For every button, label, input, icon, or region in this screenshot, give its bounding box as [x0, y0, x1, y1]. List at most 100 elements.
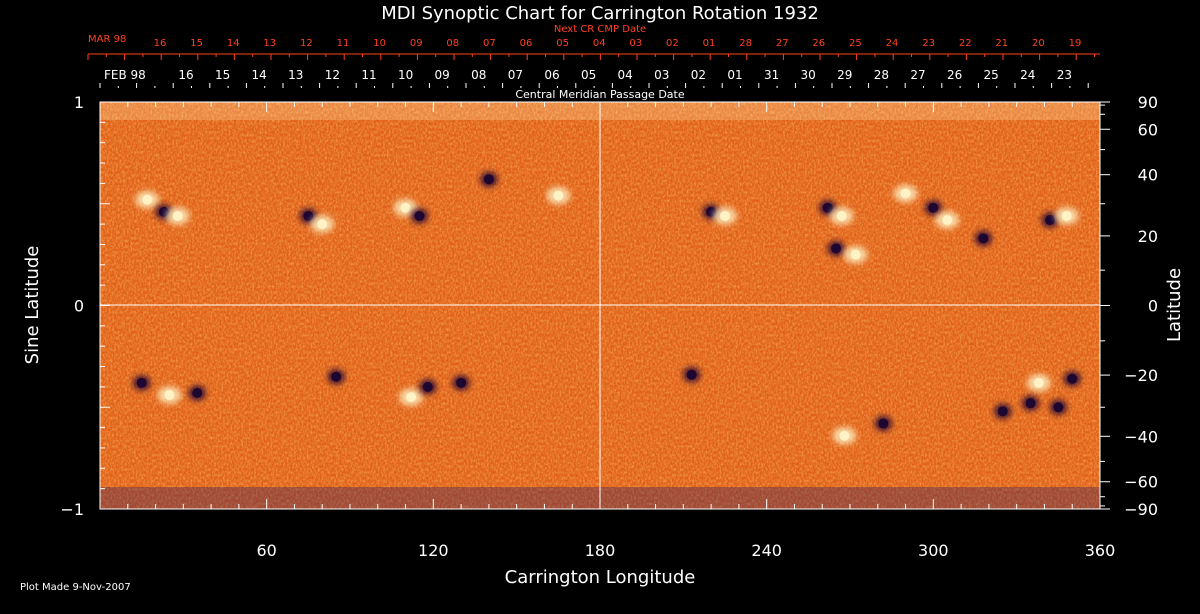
negative-flux-core — [978, 233, 989, 244]
x-axis-label: Carrington Longitude — [505, 567, 696, 588]
next-cr-date-label: 22 — [959, 38, 972, 49]
x-tick-label: 120 — [418, 541, 449, 560]
next-cr-date-label: 09 — [410, 38, 423, 49]
x-tick-label: 360 — [1085, 541, 1116, 560]
negative-flux-core — [136, 377, 147, 388]
x-tick-label: 60 — [256, 541, 276, 560]
cmp-date-label: 29 — [837, 68, 852, 82]
next-cr-date-label: 02 — [666, 38, 679, 49]
negative-flux-core — [997, 406, 1008, 417]
cmp-date-label: 30 — [801, 68, 816, 82]
next-cr-date-label: 19 — [1069, 38, 1082, 49]
cmp-date-label: 16 — [178, 68, 193, 82]
next-cr-date-label: 15 — [190, 38, 203, 49]
next-cr-date-label: 11 — [337, 38, 350, 49]
positive-flux-core — [406, 392, 417, 403]
negative-flux-core — [822, 202, 833, 213]
cmp-date-label: 12 — [325, 68, 340, 82]
y-right-tick-label: −90 — [1124, 500, 1158, 519]
y-right-tick-label: 60 — [1138, 120, 1158, 139]
negative-flux-core — [1045, 215, 1055, 226]
negative-flux-core — [686, 369, 697, 380]
cmp-date-label: 08 — [471, 68, 486, 82]
y-axis-label-left: Sine Latitude — [22, 246, 43, 365]
y-right-tick-label: −60 — [1124, 473, 1158, 492]
positive-flux-core — [317, 219, 328, 230]
negative-flux-core — [483, 174, 494, 185]
cmp-date-label: 15 — [215, 68, 230, 82]
cmp-date-label: 24 — [1020, 68, 1035, 82]
next-cr-date-label: 16 — [154, 38, 167, 49]
positive-flux-core — [164, 390, 175, 401]
next-cr-label: Next CR CMP Date — [554, 24, 646, 35]
next-cr-date-label: 10 — [373, 38, 386, 49]
next-cr-date-label: 21 — [995, 38, 1008, 49]
y-right-tick-label: 20 — [1138, 227, 1158, 246]
next-cr-date-label: 25 — [849, 38, 862, 49]
next-cr-date-label: 06 — [520, 38, 533, 49]
cmp-date-label: 06 — [544, 68, 559, 82]
cmp-date-label: 14 — [252, 68, 267, 82]
cmp-ticks — [99, 83, 1089, 88]
y-right-axis-ticks: 90 60 40 20 0 −20 −40 −60 −90 — [1100, 93, 1158, 519]
y-axis-label-right: Latitude — [1164, 268, 1185, 342]
x-tick-label: 180 — [585, 541, 616, 560]
next-cr-date-label: 01 — [703, 38, 716, 49]
y-right-tick-label: −40 — [1124, 427, 1158, 446]
negative-flux-core — [303, 210, 314, 221]
negative-flux-core — [422, 381, 433, 392]
cmp-date-label: 05 — [581, 68, 596, 82]
next-cr-date-label: 13 — [263, 38, 276, 49]
cmp-date-label: 25 — [984, 68, 999, 82]
next-cr-date-label: 20 — [1032, 38, 1045, 49]
positive-flux-core — [942, 215, 953, 226]
negative-flux-core — [878, 418, 889, 429]
negative-flux-core — [831, 243, 842, 254]
cmp-date-label: 10 — [398, 68, 413, 82]
negative-flux-core — [1067, 373, 1078, 384]
x-axis-ticks — [99, 102, 1101, 509]
next-cr-date-label: 12 — [300, 38, 313, 49]
next-cr-date-label: 04 — [593, 38, 606, 49]
next-cr-date-label: 24 — [886, 38, 899, 49]
cmp-date-label: 03 — [654, 68, 669, 82]
y-right-tick-label: −20 — [1124, 366, 1158, 385]
cmp-date-label: 11 — [361, 68, 376, 82]
positive-flux-core — [836, 210, 847, 221]
cmp-date-label: 02 — [691, 68, 706, 82]
y-left-tick-label: 0 — [74, 297, 84, 316]
negative-flux-core — [928, 202, 939, 213]
positive-flux-core — [1061, 210, 1072, 221]
positive-flux-core — [553, 190, 564, 201]
next-cr-date-label: 14 — [227, 38, 240, 49]
cmp-label: Central Meridian Passage Date — [515, 88, 684, 101]
positive-flux-core — [850, 249, 861, 260]
next-cr-date-label: 27 — [776, 38, 789, 49]
positive-flux-core — [720, 210, 730, 221]
plot-made-footer: Plot Made 9-Nov-2007 — [20, 582, 131, 593]
negative-flux-core — [414, 210, 425, 221]
next-cr-date-label: 26 — [812, 38, 825, 49]
next-cr-date-label: 23 — [922, 38, 935, 49]
x-tick-label: 300 — [918, 541, 949, 560]
next-cr-ticks — [87, 53, 1100, 60]
cmp-date-label: 04 — [618, 68, 633, 82]
x-tick-label: 240 — [751, 541, 782, 560]
cmp-date-label: 31 — [764, 68, 779, 82]
next-cr-date-label: 03 — [629, 38, 642, 49]
negative-flux-core — [456, 377, 467, 388]
negative-flux-core — [192, 388, 203, 399]
next-cr-month: MAR 98 — [88, 34, 126, 45]
active-regions — [132, 171, 1082, 445]
chart-title: MDI Synoptic Chart for Carrington Rotati… — [381, 3, 819, 24]
y-right-tick-label: 90 — [1138, 93, 1158, 112]
cmp-date-label: 09 — [435, 68, 450, 82]
next-cr-date-labels: 16 15 14 13 12 11 10 09 08 07 06 05 04 03 02 01 28 27 26 25… — [154, 38, 1082, 49]
cmp-date-label: 27 — [910, 68, 925, 82]
cmp-date-label: 28 — [874, 68, 889, 82]
positive-flux-core — [1033, 377, 1044, 388]
cmp-date-label: 23 — [1057, 68, 1072, 82]
cmp-month: FEB 98 — [104, 68, 146, 82]
